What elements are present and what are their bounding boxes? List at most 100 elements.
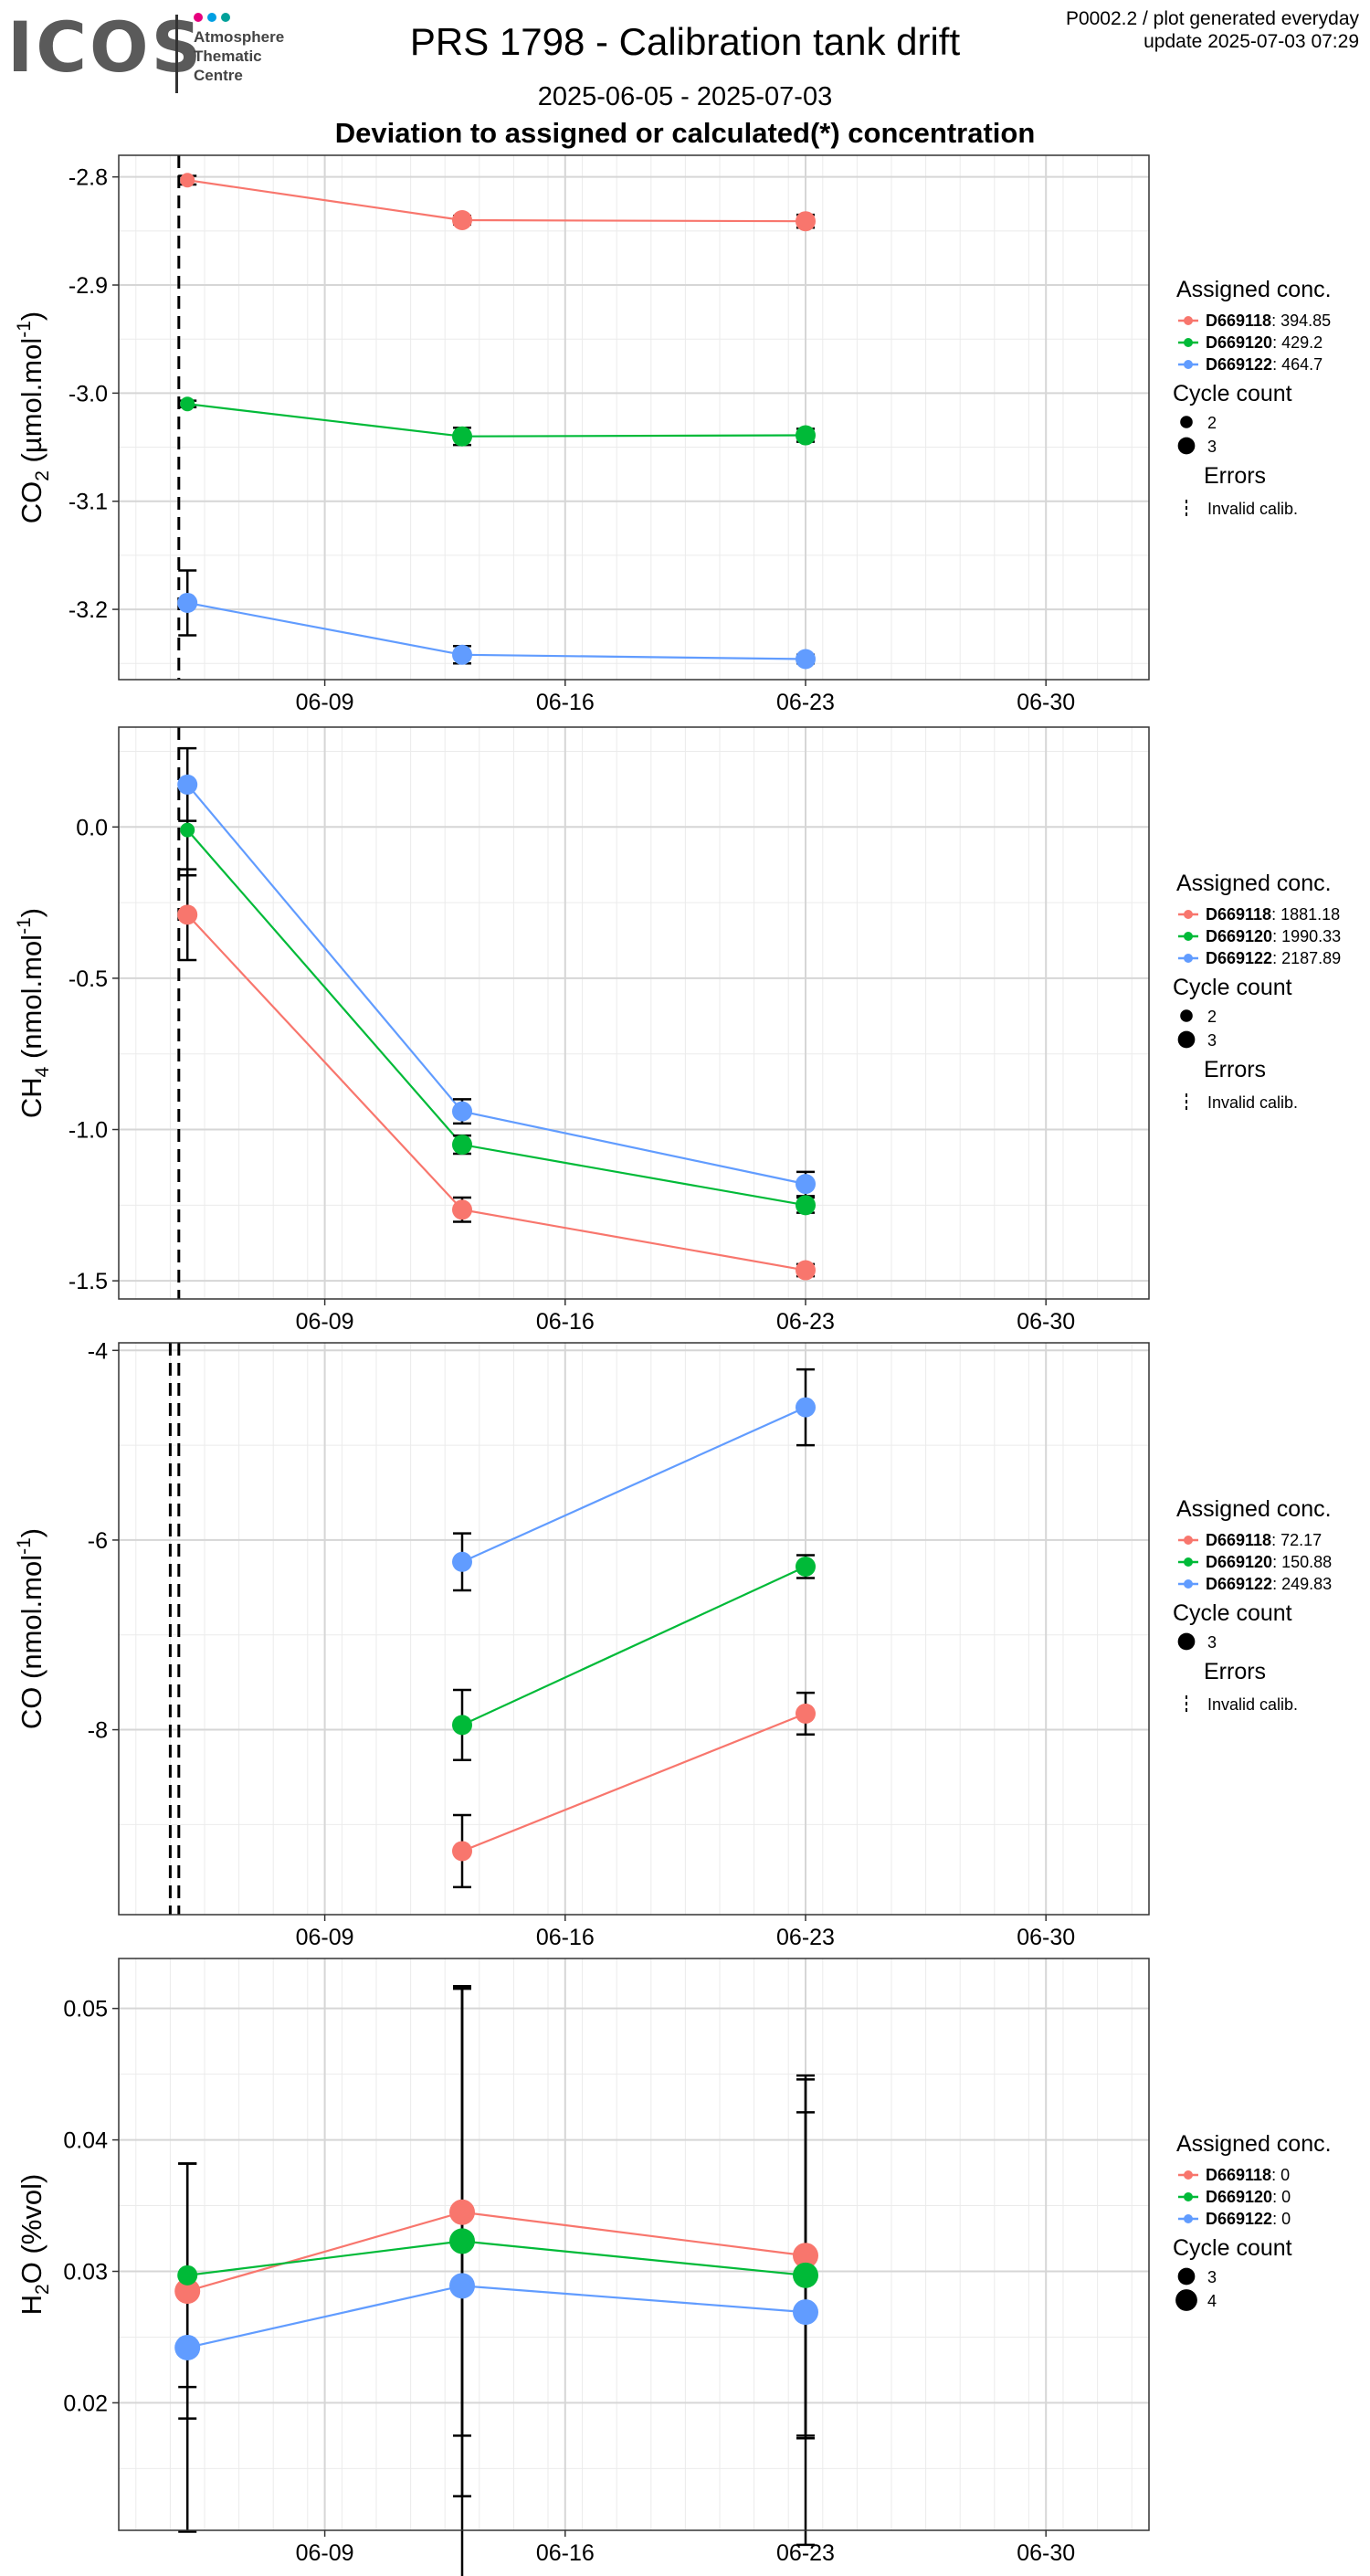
chart-panel-3: 06-09 06-16 06-23 06-30 -4 -6 -8 CO (nmol.mol-1…	[14, 1338, 1332, 1950]
legend-item-value: : 1990.33	[1272, 927, 1341, 945]
legend-item-value: : 72.17	[1271, 1531, 1322, 1549]
y-tick-label: -4	[88, 1338, 108, 1364]
legend-key-point	[1184, 1536, 1193, 1545]
x-tick-label: 06-30	[1017, 690, 1075, 715]
x-axis: 06-09 06-16 06-23 06-30	[296, 727, 1075, 1335]
data-point	[174, 2334, 201, 2360]
legend-item: 3	[1207, 1031, 1217, 1050]
data-point	[452, 426, 472, 447]
chart-panel-1: 06-09 06-16 06-23 06-30 -2.8 -2.9 -3.0 -3.1 -3.2…	[14, 154, 1332, 715]
series-line-D669120	[461, 1566, 806, 1726]
x-tick-label: 06-30	[1017, 1309, 1075, 1335]
y-label-main: )	[16, 311, 47, 321]
legend-item-name: D669122	[1206, 949, 1272, 967]
legend-title: Assigned conc.	[1176, 277, 1332, 302]
y-grid-minor	[119, 750, 1149, 1206]
legend-item-value: : 1881.18	[1271, 905, 1340, 924]
legend-item-name: D669122	[1206, 2210, 1272, 2228]
y-axis-label: CO2 (µmol.mol-1)	[14, 311, 53, 524]
legend: Assigned conc. D669118: 394.85 D669120: 42…	[1173, 277, 1332, 518]
legend-key-point	[1184, 1557, 1193, 1567]
data-point	[177, 592, 198, 613]
legend-item: D669122: 249.83	[1206, 1575, 1332, 1593]
data-point	[793, 2262, 818, 2288]
x-tick-label: 06-23	[776, 1309, 835, 1335]
x-axis: 06-09 06-16 06-23 06-30	[296, 155, 1075, 715]
y-axis-label: CH4 (nmol.mol-1)	[14, 908, 53, 1118]
series-line-D669118	[461, 1712, 806, 1853]
legend-item-value: : 0	[1272, 2210, 1291, 2228]
y-tick-label: -0.5	[68, 966, 108, 992]
y-grid-minor	[119, 2074, 1149, 2469]
legend-item: D669118: 394.85	[1206, 311, 1331, 330]
legend-item: D669118: 72.17	[1206, 1531, 1322, 1549]
legend-item-name: D669118	[1206, 2166, 1271, 2184]
legend-item-value: : 464.7	[1272, 355, 1323, 374]
x-grid-minor	[135, 1343, 1133, 1915]
y-tick-label: 0.04	[63, 2128, 108, 2154]
chart-subtitle: Deviation to assigned or calculated(*) c…	[334, 117, 1036, 149]
plot-background	[119, 155, 1149, 680]
page-title: PRS 1798 - Calibration tank drift	[409, 20, 961, 63]
data-point	[796, 1195, 816, 1216]
y-label-main: )	[16, 908, 47, 917]
legend-key-point	[1184, 1579, 1193, 1589]
legend-title: Assigned conc.	[1176, 1496, 1332, 1522]
legend-key-point	[1184, 932, 1193, 941]
legend-size-key	[1177, 437, 1196, 455]
data-point	[796, 1703, 816, 1724]
x-tick-label: 06-30	[1017, 2540, 1075, 2566]
legend-item: D669122: 464.7	[1206, 355, 1323, 374]
legend-item-value: : 0	[1271, 2166, 1290, 2184]
y-tick-label: 0.03	[63, 2260, 108, 2286]
data-point	[177, 774, 198, 795]
data-point	[452, 1135, 472, 1156]
legend-title: Assigned conc.	[1176, 2131, 1332, 2157]
legend-item-value: : 249.83	[1272, 1575, 1332, 1593]
y-tick-label: -3.1	[68, 490, 108, 515]
legend-title: Assigned conc.	[1176, 871, 1332, 896]
x-tick-label: 06-09	[296, 690, 354, 715]
data-point	[793, 2243, 818, 2269]
legend-key-point	[1184, 316, 1193, 325]
x-tick-label: 06-16	[536, 1309, 595, 1335]
plot-border	[118, 726, 1150, 1300]
legend-item-name: D669120	[1206, 1553, 1272, 1571]
plot-border	[118, 1342, 1150, 1916]
x-tick-label: 06-09	[296, 1309, 354, 1335]
data-point	[452, 1101, 472, 1122]
y-tick-label: -3.0	[68, 381, 108, 406]
legend-key-point	[1184, 2170, 1193, 2180]
y-axis-label: H2O (%vol)	[16, 2174, 53, 2316]
y-tick-label: -8	[88, 1718, 108, 1744]
legend-item: D669122: 0	[1206, 2210, 1291, 2228]
legend-item: D669122: 2187.89	[1206, 949, 1341, 967]
chart-panel-2: 06-09 06-16 06-23 06-30 0.0 -0.5 -1.0 -1.5 CH4 (…	[14, 726, 1341, 1335]
plot-meta-line2: update 2025-07-03 07:29	[1143, 31, 1359, 52]
y-tick-label: 0.02	[63, 2391, 108, 2416]
y-label-sub: 2	[32, 470, 53, 481]
y-label-main: )	[16, 1528, 47, 1537]
y-tick-label: -1.5	[68, 1269, 108, 1294]
legend-size-key	[1180, 1009, 1193, 1022]
legend-item-name: D669118	[1206, 905, 1271, 924]
legend-size-key	[1180, 416, 1193, 428]
y-label-main: (nmol.mol	[16, 934, 47, 1067]
y-label-main: H	[16, 2295, 47, 2315]
legend-key-point	[1184, 360, 1193, 369]
data-point	[449, 2273, 475, 2299]
legend-key-point	[1184, 2192, 1193, 2201]
x-tick-label: 06-09	[296, 1925, 354, 1950]
legend-item-name: D669120	[1206, 927, 1272, 945]
legend-size-key	[1177, 1030, 1196, 1049]
data-point	[180, 822, 195, 838]
legend-item: Invalid calib.	[1207, 1093, 1298, 1112]
legend-title: Cycle count	[1173, 381, 1292, 406]
plot-background	[119, 727, 1149, 1299]
legend-item: D669118: 1881.18	[1206, 905, 1340, 924]
legend-item: 3	[1207, 438, 1217, 456]
y-axis: 0.05 0.04 0.03 0.02	[63, 1997, 1149, 2416]
legend-item: Invalid calib.	[1207, 1695, 1298, 1714]
